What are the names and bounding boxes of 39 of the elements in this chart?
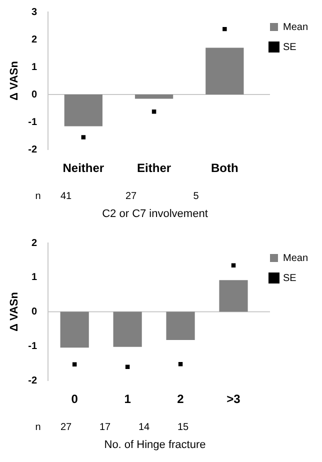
x-tick-label: Either <box>137 161 172 176</box>
y-tick-label: 0 <box>32 306 38 318</box>
text: 5 <box>193 191 199 202</box>
y-tick-label: 2 <box>32 238 38 249</box>
point <box>222 26 227 32</box>
x-axis-title: C2 or C7 involvement <box>101 208 209 220</box>
text: 15 <box>177 422 189 433</box>
point <box>125 364 130 369</box>
y-tick-label: -1 <box>28 116 38 128</box>
x-tick-label: Neither <box>62 161 104 176</box>
y-tick-label: 1 <box>32 272 38 284</box>
y-tick-label: 3 <box>32 6 38 18</box>
x-tick-label: >3 <box>226 392 241 406</box>
text: n <box>35 191 41 202</box>
text: n <box>35 422 41 433</box>
y-tick-label: 0 <box>32 89 38 100</box>
text: 27 <box>60 422 72 433</box>
text: 17 <box>99 422 111 433</box>
x-tick-label: 2 <box>177 392 184 406</box>
y-tick-label: 2 <box>32 34 38 46</box>
x-axis-title: No. of Hinge fracture <box>103 439 207 451</box>
legend-label: SE <box>282 272 297 284</box>
point <box>231 263 236 268</box>
y-axis-title: Δ VASn <box>8 292 21 332</box>
x-tick-label: 0 <box>71 392 78 406</box>
x-tick-label: Both <box>211 161 238 176</box>
point <box>81 135 86 140</box>
x-tick-label: 1 <box>124 392 132 406</box>
text: 27 <box>125 191 137 202</box>
y-tick-label: -1 <box>28 340 38 352</box>
text: 14 <box>138 422 150 433</box>
y-axis-title: Δ VASn <box>8 60 21 101</box>
text: 41 <box>60 191 72 202</box>
y-tick-label: -2 <box>28 375 38 386</box>
legend-label: Mean <box>282 252 308 264</box>
legend-label: SE <box>282 42 297 53</box>
y-tick-label: 1 <box>32 62 38 73</box>
y-tick-label: -2 <box>28 144 38 156</box>
legend-label: Mean <box>282 22 308 33</box>
